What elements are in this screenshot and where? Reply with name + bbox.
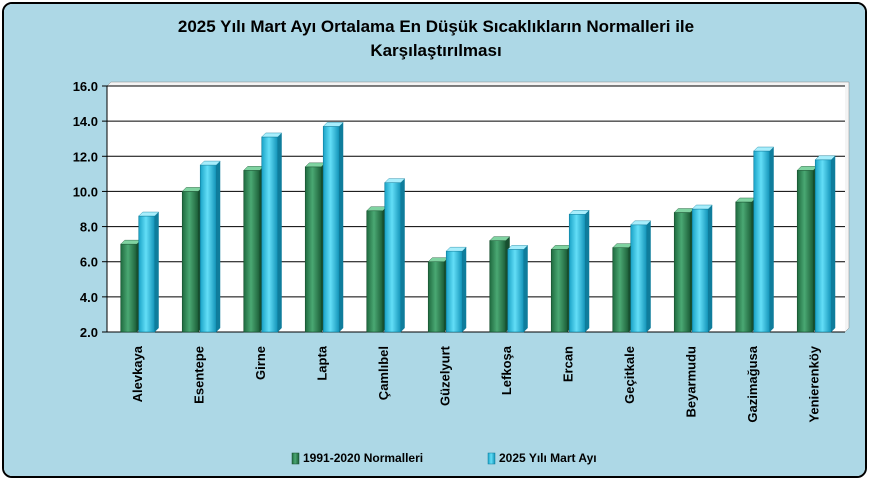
bar-mart2025: [322, 126, 340, 333]
y-tick-label: 12.0: [73, 149, 98, 164]
bar-side: [462, 247, 467, 332]
x-category-label: Lapta: [314, 345, 329, 380]
y-tick-label: 4.0: [80, 290, 98, 305]
bar-mart2025: [814, 159, 832, 333]
plot-background: [107, 86, 845, 332]
x-category-label: Esentepe: [191, 346, 206, 404]
bar-mart2025: [199, 164, 217, 333]
bar-side: [400, 178, 405, 332]
bar-normal: [243, 170, 261, 333]
bar-normal: [796, 170, 814, 333]
x-category-label: Beyarmudu: [683, 346, 698, 418]
bar-mart2025: [507, 249, 525, 333]
legend-label-normal: 1991-2020 Normalleri: [303, 451, 423, 465]
bar-mart2025: [753, 150, 771, 333]
bar-normal: [550, 249, 568, 333]
bar-mart2025: [691, 208, 709, 333]
plot-area: 2.0 4.0 6.0 8.0 10.0 12.0 14.0 16.0 Alevkaya Esen…: [73, 79, 850, 423]
bar-normal: [735, 201, 753, 333]
legend-swatch-mart2025: [487, 452, 496, 465]
y-tick-label: 10.0: [73, 184, 98, 199]
bar-normal: [304, 166, 322, 333]
x-category-label: Alevkaya: [130, 345, 145, 402]
legend-swatch-normal: [291, 452, 300, 465]
x-category-label: Lefkoşa: [499, 345, 514, 395]
y-tick-label: 16.0: [73, 79, 98, 94]
bar-normal: [612, 247, 630, 333]
chart-title-line-2: Karşılaştırılması: [370, 41, 501, 60]
bar-mart2025: [261, 136, 279, 333]
bar-side: [646, 220, 651, 332]
chart: 2025 Yılı Mart Ayı Ortalama En Düşük Sıc…: [4, 4, 865, 476]
bar-normal: [181, 191, 199, 333]
bar-normal: [427, 261, 445, 333]
bar-side: [339, 122, 344, 333]
bar-normal: [120, 243, 138, 333]
x-category-label: Gazimağusa: [745, 345, 760, 422]
x-category-label: Ercan: [560, 346, 575, 382]
bar-mart2025: [568, 213, 586, 333]
bar-side: [585, 210, 590, 332]
chart-title-line-1: 2025 Yılı Mart Ayı Ortalama En Düşük Sıc…: [178, 17, 694, 36]
legend-label-mart2025: 2025 Yılı Mart Ayı: [499, 451, 597, 465]
bar-mart2025: [630, 224, 648, 333]
x-category-label: Girne: [253, 346, 268, 380]
x-category-label: Güzelyurt: [437, 345, 452, 406]
y-tick-label: 6.0: [80, 255, 98, 270]
bar-side: [216, 161, 221, 332]
x-category-label: Geçitkale: [622, 346, 637, 404]
y-tick-label: 8.0: [80, 220, 98, 235]
bar-side: [523, 245, 528, 332]
bar-side: [708, 205, 713, 332]
bar-side: [769, 147, 774, 332]
legend: 1991-2020 Normalleri 2025 Yılı Mart Ayı: [291, 451, 597, 465]
bar-mart2025: [138, 215, 156, 333]
x-category-label: Çamlıbel: [376, 346, 391, 400]
bar-side: [831, 155, 836, 332]
bar-normal: [366, 210, 384, 333]
y-tick-label: 2.0: [80, 325, 98, 340]
bar-normal: [673, 212, 691, 333]
bar-mart2025: [445, 250, 463, 333]
bar-side: [154, 212, 159, 332]
y-tick-label: 14.0: [73, 114, 98, 129]
bar-side: [277, 132, 282, 332]
bar-normal: [489, 240, 507, 333]
x-category-label: Yenierenköy: [806, 345, 821, 422]
bar-mart2025: [384, 182, 402, 333]
